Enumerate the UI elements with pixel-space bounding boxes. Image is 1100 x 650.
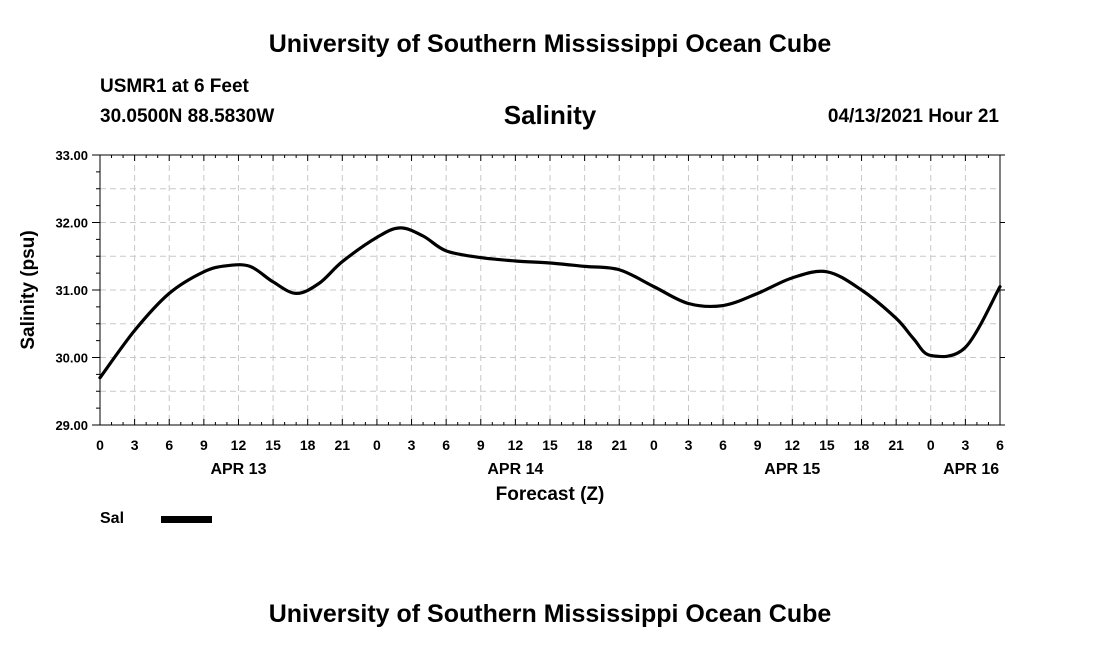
date-label: APR 16 (943, 461, 999, 478)
y-tick-label: 31.00 (55, 283, 88, 298)
x-tick-label: 15 (265, 437, 281, 453)
station-label: USMR1 at 6 Feet (100, 76, 249, 97)
x-tick-label: 6 (165, 437, 173, 453)
x-tick-label: 6 (996, 437, 1004, 453)
y-tick-label: 33.00 (55, 148, 88, 163)
x-tick-label: 15 (542, 437, 558, 453)
x-tick-label: 21 (611, 437, 627, 453)
x-tick-label: 9 (200, 437, 208, 453)
x-tick-label: 3 (131, 437, 139, 453)
x-tick-label: 12 (508, 437, 524, 453)
y-tick-label: 29.00 (55, 418, 88, 433)
x-tick-label: 21 (888, 437, 904, 453)
x-tick-label: 15 (819, 437, 835, 453)
x-tick-label: 3 (685, 437, 693, 453)
page-title: University of Southern Mississippi Ocean… (268, 30, 832, 58)
y-axis-label: Salinity (psu) (18, 230, 39, 349)
chart-title: Salinity (503, 100, 597, 130)
x-tick-label: 18 (854, 437, 870, 453)
legend-swatch (161, 516, 212, 523)
y-tick-label: 32.00 (55, 216, 88, 231)
x-tick-label: 3 (408, 437, 416, 453)
x-tick-label: 18 (577, 437, 593, 453)
date-label: APR 13 (210, 461, 266, 478)
x-tick-label: 21 (335, 437, 351, 453)
run-time-label: 04/13/2021 Hour 21 (827, 106, 999, 127)
x-tick-label: 6 (719, 437, 727, 453)
x-tick-label: 9 (754, 437, 762, 453)
x-tick-label: 12 (231, 437, 247, 453)
series-line-sal (98, 226, 1002, 380)
x-tick-label: 3 (961, 437, 969, 453)
x-tick-label: 0 (373, 437, 381, 453)
x-tick-label: 12 (785, 437, 801, 453)
coordinates-label: 30.0500N 88.5830W (100, 106, 275, 127)
x-tick-label: 18 (300, 437, 316, 453)
x-tick-label: 0 (650, 437, 658, 453)
x-tick-label: 6 (442, 437, 450, 453)
x-tick-label: 0 (96, 437, 104, 453)
x-tick-label: 0 (927, 437, 935, 453)
x-axis-label: Forecast (Z) (496, 484, 605, 505)
date-label: APR 14 (487, 461, 543, 478)
footer-title: University of Southern Mississippi Ocean… (268, 600, 832, 628)
date-label: APR 15 (764, 461, 820, 478)
y-tick-label: 30.00 (55, 351, 88, 366)
x-tick-label: 9 (477, 437, 485, 453)
legend-label: Sal (100, 510, 125, 527)
